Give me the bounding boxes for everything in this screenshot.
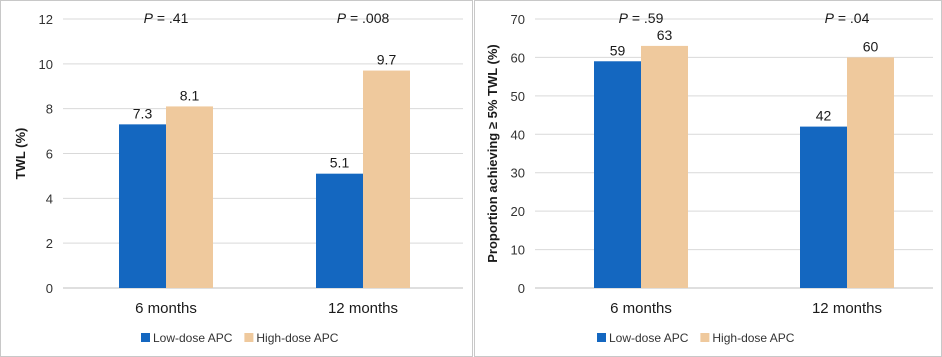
bar-value-label: 42 (816, 108, 832, 124)
y-tick-label: 2 (46, 236, 53, 251)
twl-chart-panel: 0 2 4 6 8 10 12 TWL (%) 7.3 8.1 6 months P = .41 5.1… (0, 0, 473, 357)
y-tick-label: 10 (39, 57, 53, 72)
bar-value-label: 59 (610, 42, 626, 58)
p-value-annotation: P = .41 (144, 10, 189, 26)
p-value-text: = .04 (834, 10, 870, 26)
p-symbol: P (825, 10, 835, 26)
bar-value-label: 8.1 (180, 87, 200, 103)
y-tick-label: 12 (39, 12, 53, 27)
bar-value-label: 7.3 (133, 105, 153, 121)
bar-value-label: 60 (863, 38, 879, 54)
bar-high-dose (363, 70, 410, 288)
p-value-annotation: P = .04 (825, 10, 870, 26)
x-tick-label: 6 months (135, 300, 197, 317)
legend-label: High-dose APC (712, 331, 794, 345)
legend-swatch-low-dose (597, 333, 606, 342)
x-tick-label: 12 months (812, 300, 882, 317)
y-tick-label: 4 (46, 191, 53, 206)
y-tick-label: 60 (511, 50, 525, 65)
p-value-text: = .59 (628, 10, 664, 26)
y-tick-label: 70 (511, 12, 525, 27)
bar-low-dose (800, 126, 847, 288)
x-tick-label: 6 months (610, 300, 672, 317)
y-tick-label: 20 (511, 204, 525, 219)
y-tick-label: 50 (511, 89, 525, 104)
y-tick-label: 6 (46, 147, 53, 162)
bar-low-dose (316, 173, 363, 288)
p-symbol: P (144, 10, 154, 26)
proportion-chart-panel: 0 10 20 30 40 50 60 70 Proportion achieving ≥ 5%… (474, 0, 942, 357)
bar-high-dose (641, 45, 688, 289)
legend-label: High-dose APC (256, 331, 338, 345)
twl-bar-chart: 0 2 4 6 8 10 12 TWL (%) 7.3 8.1 6 months P = .41 5.1… (13, 10, 463, 345)
y-tick-label: 0 (518, 281, 525, 296)
p-value-annotation: P = .008 (337, 10, 390, 26)
y-tick-label: 0 (46, 281, 53, 296)
proportion-bar-chart: 0 10 20 30 40 50 60 70 Proportion achieving ≥ 5%… (485, 10, 933, 345)
bar-low-dose (119, 124, 166, 288)
bar-value-label: 63 (657, 27, 673, 43)
p-symbol: P (619, 10, 629, 26)
bar-value-label: 5.1 (330, 155, 350, 171)
p-value-text: = .41 (153, 10, 189, 26)
bar-high-dose (847, 57, 894, 288)
p-value-text: = .008 (346, 10, 389, 26)
legend-label: Low-dose APC (609, 331, 689, 345)
y-axis-label: Proportion achieving ≥ 5% TWL (%) (485, 44, 500, 263)
x-tick-label: 12 months (328, 300, 398, 317)
bar-low-dose (594, 61, 641, 289)
y-tick-label: 40 (511, 127, 525, 142)
legend-label: Low-dose APC (153, 331, 233, 345)
p-value-annotation: P = .59 (619, 10, 664, 26)
y-tick-label: 8 (46, 102, 53, 117)
y-tick-label: 30 (511, 166, 525, 181)
legend-swatch-high-dose (244, 333, 254, 342)
p-symbol: P (337, 10, 347, 26)
y-axis-label: TWL (%) (13, 128, 28, 180)
bar-value-label: 9.7 (377, 52, 397, 68)
bar-high-dose (166, 106, 213, 288)
legend-swatch-low-dose (141, 333, 150, 342)
legend-swatch-high-dose (700, 333, 710, 342)
y-tick-label: 10 (511, 243, 525, 258)
